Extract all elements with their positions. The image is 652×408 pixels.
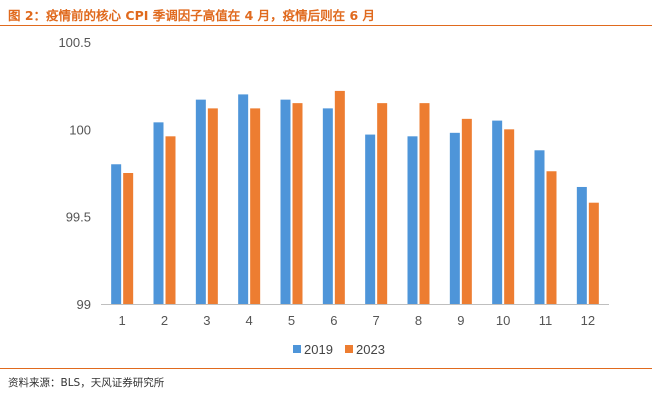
bar-2023 [165,136,176,304]
bar-series-group [111,90,599,305]
bar-2019 [195,99,206,304]
bar-2023 [250,108,261,304]
y-tick-label: 99.5 [66,210,91,225]
bar-2019 [492,120,503,304]
title-divider [0,25,652,26]
bar-2023 [461,118,472,304]
x-tick-label: 7 [373,313,380,328]
bar-2023 [546,171,557,304]
x-tick-label: 5 [288,313,295,328]
y-tick-label: 99 [77,297,91,312]
legend-label-2019: 2019 [304,342,333,357]
legend: 2019 2023 [293,342,385,357]
legend-label-2023: 2023 [356,342,385,357]
bar-2023 [419,103,430,304]
bar-2023 [588,202,599,304]
bar-2023 [292,103,303,304]
bar-2023 [377,103,388,304]
y-tick-label: 100.5 [58,35,91,50]
x-tick-label: 6 [330,313,337,328]
bar-2023 [334,90,345,304]
bar-2023 [123,173,134,304]
x-axis: 1 2 3 4 5 6 7 8 9 10 11 12 [119,313,596,328]
bar-2023 [207,108,218,304]
bar-2019 [449,132,460,304]
source-divider [0,368,652,369]
x-tick-label: 2 [161,313,168,328]
bar-2019 [576,186,587,304]
legend-swatch-2023 [345,345,353,353]
x-tick-label: 11 [539,313,553,328]
bar-2019 [238,94,249,305]
x-tick-label: 12 [581,313,595,328]
bar-2019 [407,136,418,304]
source-note: 资料来源：BLS，天风证券研究所 [8,377,165,389]
x-tick-label: 9 [457,313,464,328]
figure-title: 图 2：疫情前的核心 CPI 季调因子高值在 4 月，疫情后则在 6 月 [8,8,376,23]
x-tick-label: 8 [415,313,422,328]
legend-swatch-2019 [293,345,301,353]
bar-2023 [504,129,515,304]
bar-2019 [280,99,291,304]
bar-2019 [365,134,376,304]
bar-2019 [534,150,545,304]
x-tick-label: 4 [246,313,253,328]
x-tick-label: 3 [203,313,210,328]
y-axis: 100.5 100 99.5 99 [58,35,91,312]
bar-2019 [322,108,333,304]
bar-2019 [111,164,122,304]
x-tick-label: 10 [496,313,510,328]
y-tick-label: 100 [69,122,91,137]
bar-2019 [153,122,164,304]
x-tick-label: 1 [119,313,126,328]
